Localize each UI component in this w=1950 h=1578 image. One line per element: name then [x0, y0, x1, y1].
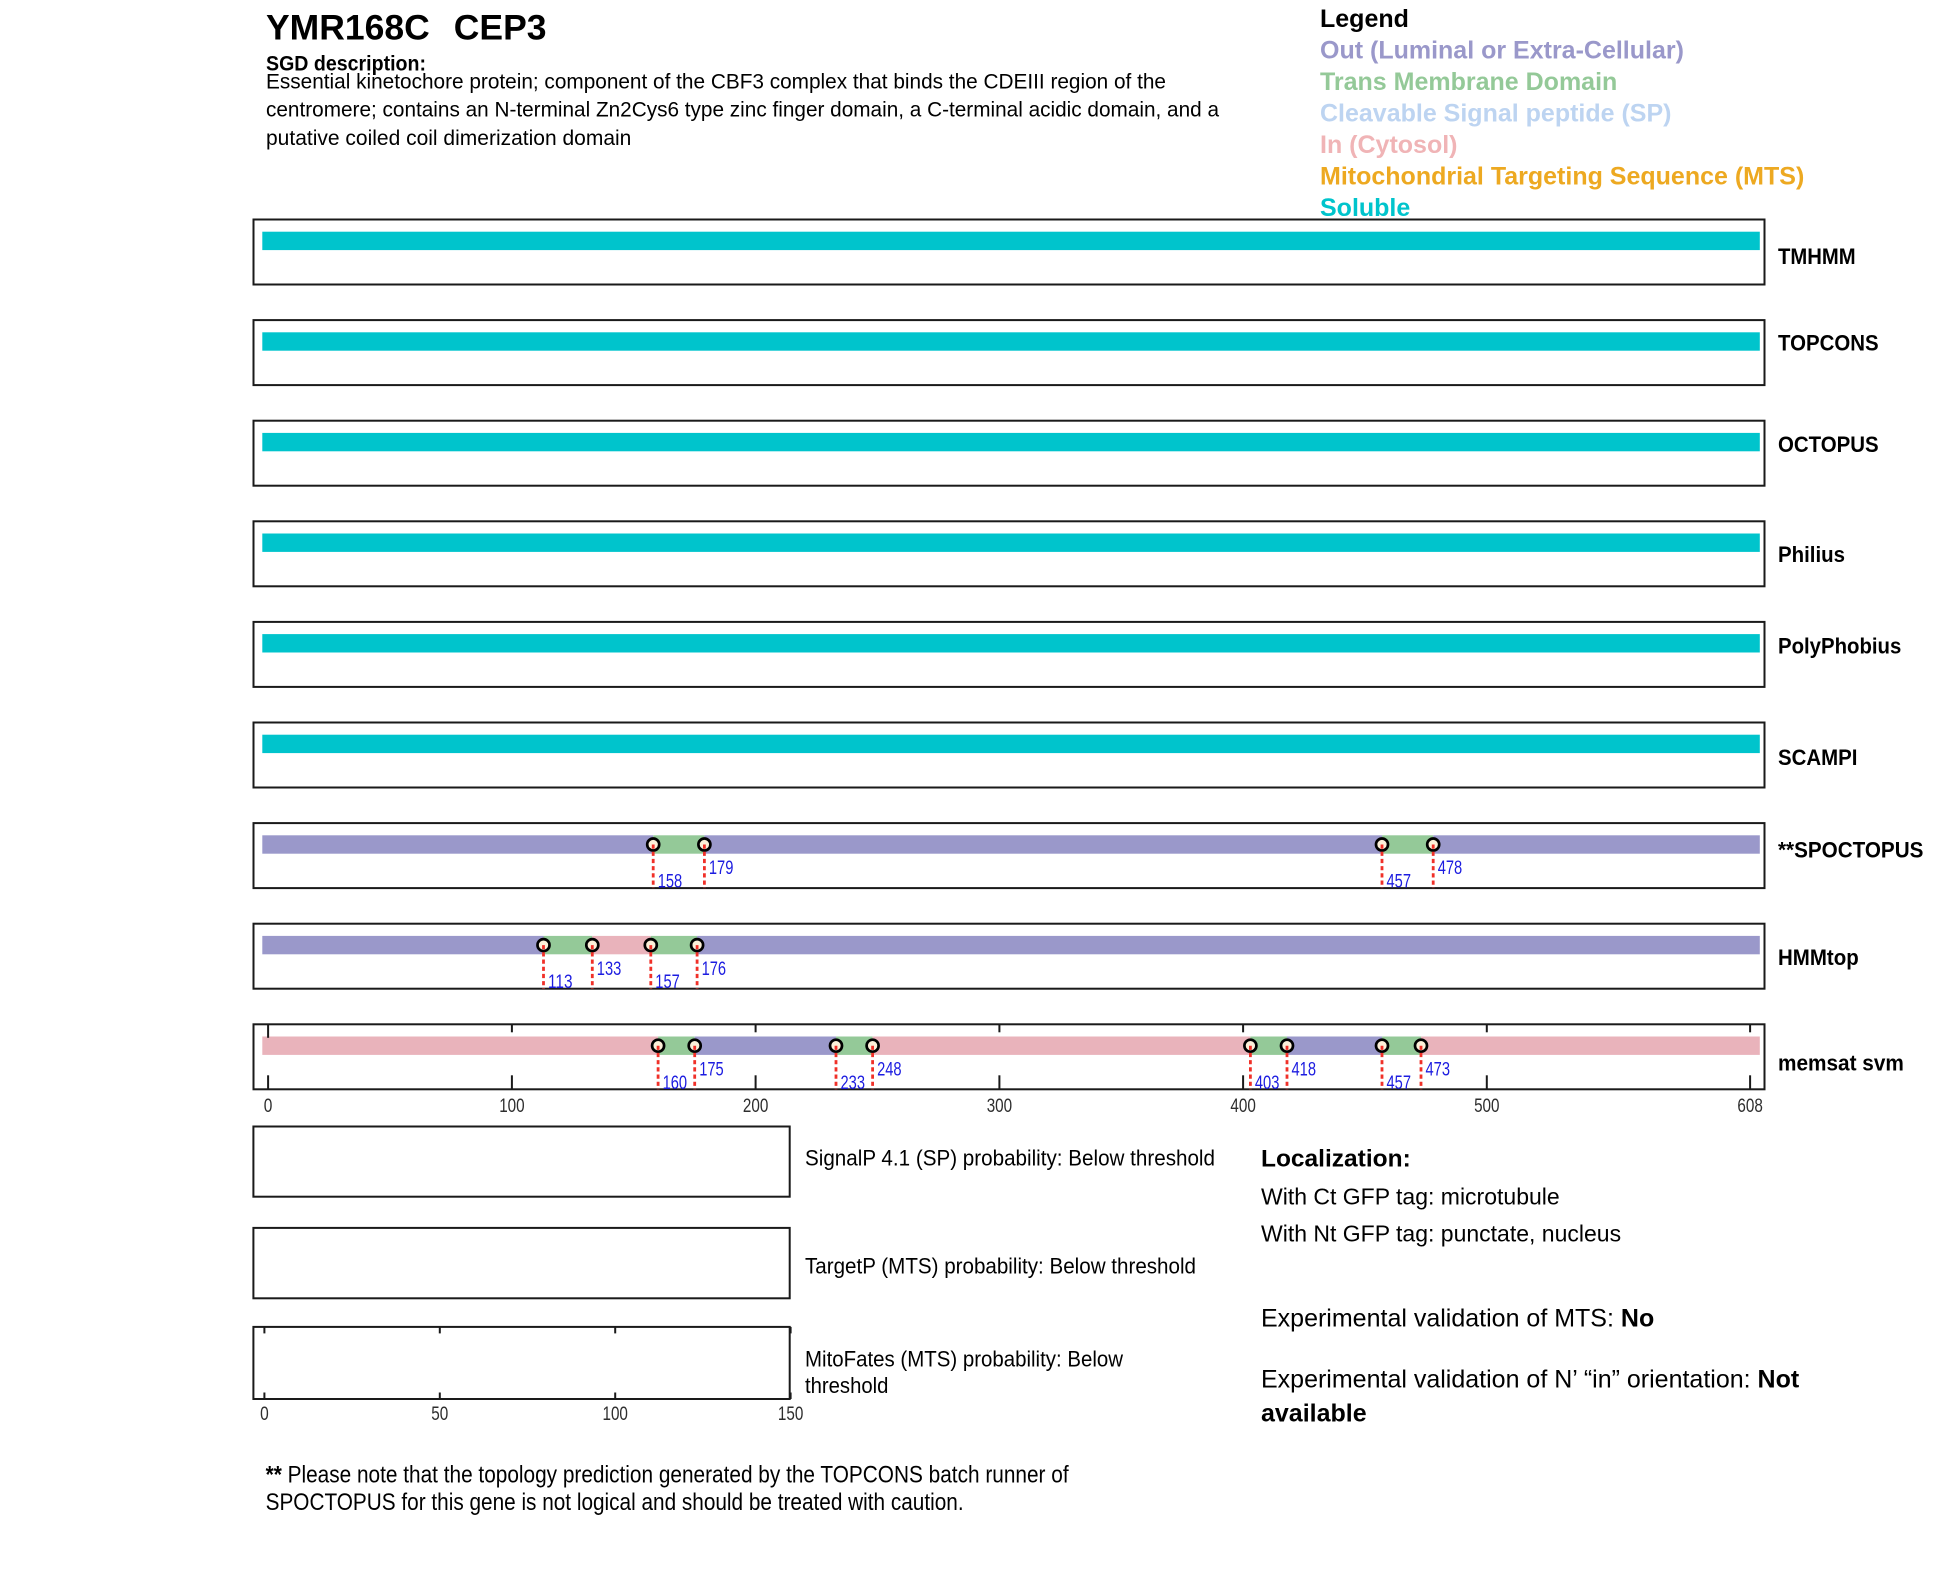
svg-text:Experimental validation of N’: Experimental validation of N’ “in” orien… [1261, 1365, 1800, 1393]
svg-text:Experimental validation of MTS: Experimental validation of MTS: No [1261, 1304, 1654, 1332]
svg-text:0: 0 [260, 1404, 269, 1425]
svg-text:TOPCONS: TOPCONS [1778, 331, 1879, 356]
svg-text:TMHMM: TMHMM [1778, 244, 1856, 269]
svg-text:500: 500 [1474, 1096, 1499, 1117]
svg-text:SGD description:: SGD description: [266, 52, 426, 75]
svg-text:179: 179 [709, 858, 734, 879]
svg-text:Essential kinetochore protein;: Essential kinetochore protein; component… [266, 70, 1166, 93]
svg-text:403: 403 [1255, 1073, 1280, 1094]
svg-text:478: 478 [1438, 858, 1463, 879]
svg-text:100: 100 [499, 1096, 524, 1117]
svg-text:TargetP (MTS) probability: Bel: TargetP (MTS) probability: Below thresho… [805, 1254, 1196, 1279]
svg-text:176: 176 [702, 959, 727, 980]
svg-text:Legend: Legend [1320, 5, 1409, 33]
svg-text:0: 0 [264, 1096, 273, 1117]
svg-text:608: 608 [1737, 1096, 1762, 1117]
svg-text:Trans Membrane Domain: Trans Membrane Domain [1320, 68, 1617, 96]
svg-text:memsat svm: memsat svm [1778, 1050, 1904, 1075]
svg-text:Cleavable Signal peptide (SP): Cleavable Signal peptide (SP) [1320, 100, 1671, 128]
svg-text:158: 158 [658, 872, 683, 893]
svg-text:233: 233 [841, 1073, 866, 1094]
svg-text:MitoFates (MTS) probability: B: MitoFates (MTS) probability: Below [805, 1347, 1124, 1372]
svg-text:** Please note that the topolo: ** Please note that the topology predict… [266, 1462, 1069, 1489]
svg-text:200: 200 [743, 1096, 768, 1117]
svg-text:**SPOCTOPUS: **SPOCTOPUS [1778, 838, 1923, 863]
svg-text:Soluble: Soluble [1320, 194, 1410, 222]
svg-text:PolyPhobius: PolyPhobius [1778, 633, 1901, 658]
svg-text:Philius: Philius [1778, 542, 1845, 567]
svg-text:OCTOPUS: OCTOPUS [1778, 432, 1879, 457]
svg-text:SPOCTOPUS for this gene is not: SPOCTOPUS for this gene is not logical a… [266, 1489, 964, 1516]
svg-text:400: 400 [1230, 1096, 1255, 1117]
svg-text:available: available [1261, 1400, 1367, 1428]
svg-text:473: 473 [1426, 1059, 1451, 1080]
svg-text:100: 100 [603, 1404, 628, 1425]
svg-text:Out (Luminal or Extra-Cellular: Out (Luminal or Extra-Cellular) [1320, 37, 1684, 65]
svg-text:HMMtop: HMMtop [1778, 945, 1859, 970]
svg-text:putative coiled coil dimerizat: putative coiled coil dimerization domain [266, 127, 631, 150]
svg-text:175: 175 [699, 1059, 724, 1080]
svg-text:centromere; contains an N-term: centromere; contains an N-terminal Zn2Cy… [266, 99, 1219, 122]
svg-text:SignalP 4.1 (SP) probability:: SignalP 4.1 (SP) probability: Below thre… [805, 1146, 1215, 1171]
svg-text:160: 160 [663, 1073, 688, 1094]
svg-text:Localization:: Localization: [1261, 1145, 1411, 1172]
svg-text:With Ct GFP tag: microtubule: With Ct GFP tag: microtubule [1261, 1183, 1560, 1209]
svg-text:248: 248 [877, 1059, 902, 1080]
svg-text:Mitochondrial Targeting Sequen: Mitochondrial Targeting Sequence (MTS) [1320, 163, 1804, 191]
svg-text:In (Cytosol): In (Cytosol) [1320, 131, 1458, 159]
svg-text:113: 113 [548, 972, 573, 993]
svg-text:418: 418 [1292, 1059, 1317, 1080]
svg-text:SCAMPI: SCAMPI [1778, 745, 1857, 770]
svg-text:With Nt GFP tag: punctate, nuc: With Nt GFP tag: punctate, nucleus [1261, 1220, 1621, 1246]
svg-text:157: 157 [655, 972, 680, 993]
svg-text:150: 150 [778, 1404, 803, 1425]
svg-text:133: 133 [597, 959, 622, 980]
svg-text:300: 300 [987, 1096, 1012, 1117]
svg-text:457: 457 [1387, 872, 1412, 893]
svg-text:threshold: threshold [805, 1373, 888, 1398]
svg-text:50: 50 [431, 1404, 448, 1425]
svg-text:457: 457 [1387, 1073, 1412, 1094]
